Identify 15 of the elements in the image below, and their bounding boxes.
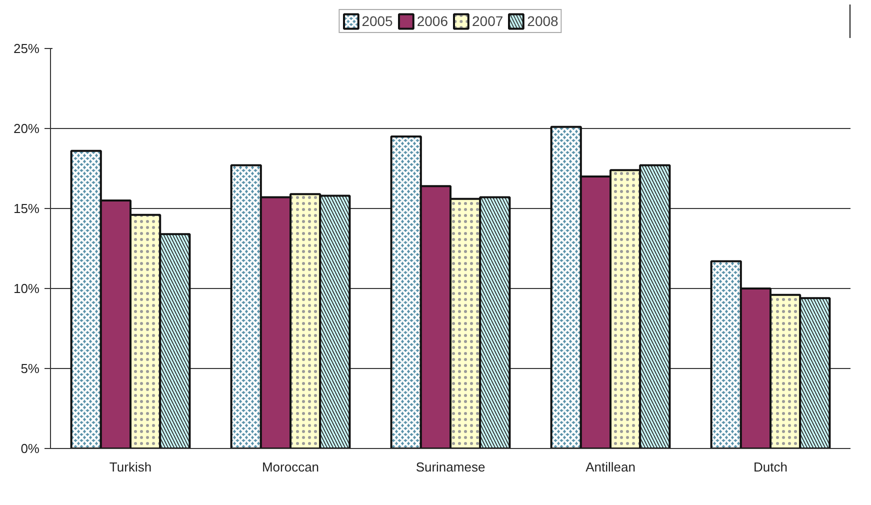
legend-label: 2007 <box>472 13 504 29</box>
x-tick-label: Surinamese <box>416 460 486 474</box>
x-tick-label: Turkish <box>109 460 152 474</box>
y-tick-label: 25% <box>13 41 40 56</box>
legend-label: 2005 <box>362 13 393 29</box>
y-tick-label: 10% <box>13 281 40 296</box>
y-tick-label: 20% <box>13 121 40 136</box>
y-tick-label: 15% <box>13 201 40 216</box>
y-tick-label: 5% <box>20 361 40 376</box>
x-tick-label: Moroccan <box>262 460 320 474</box>
legend-label: 2006 <box>416 13 448 29</box>
x-tick-label: Antillean <box>586 460 636 474</box>
legend-label: 2008 <box>527 13 558 29</box>
y-tick-label: 0% <box>20 441 40 456</box>
x-tick-label: Dutch <box>754 460 788 474</box>
